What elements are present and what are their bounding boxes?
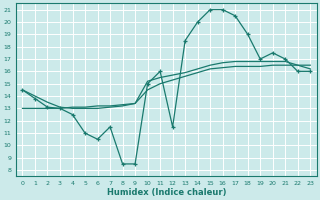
X-axis label: Humidex (Indice chaleur): Humidex (Indice chaleur) [107, 188, 226, 197]
